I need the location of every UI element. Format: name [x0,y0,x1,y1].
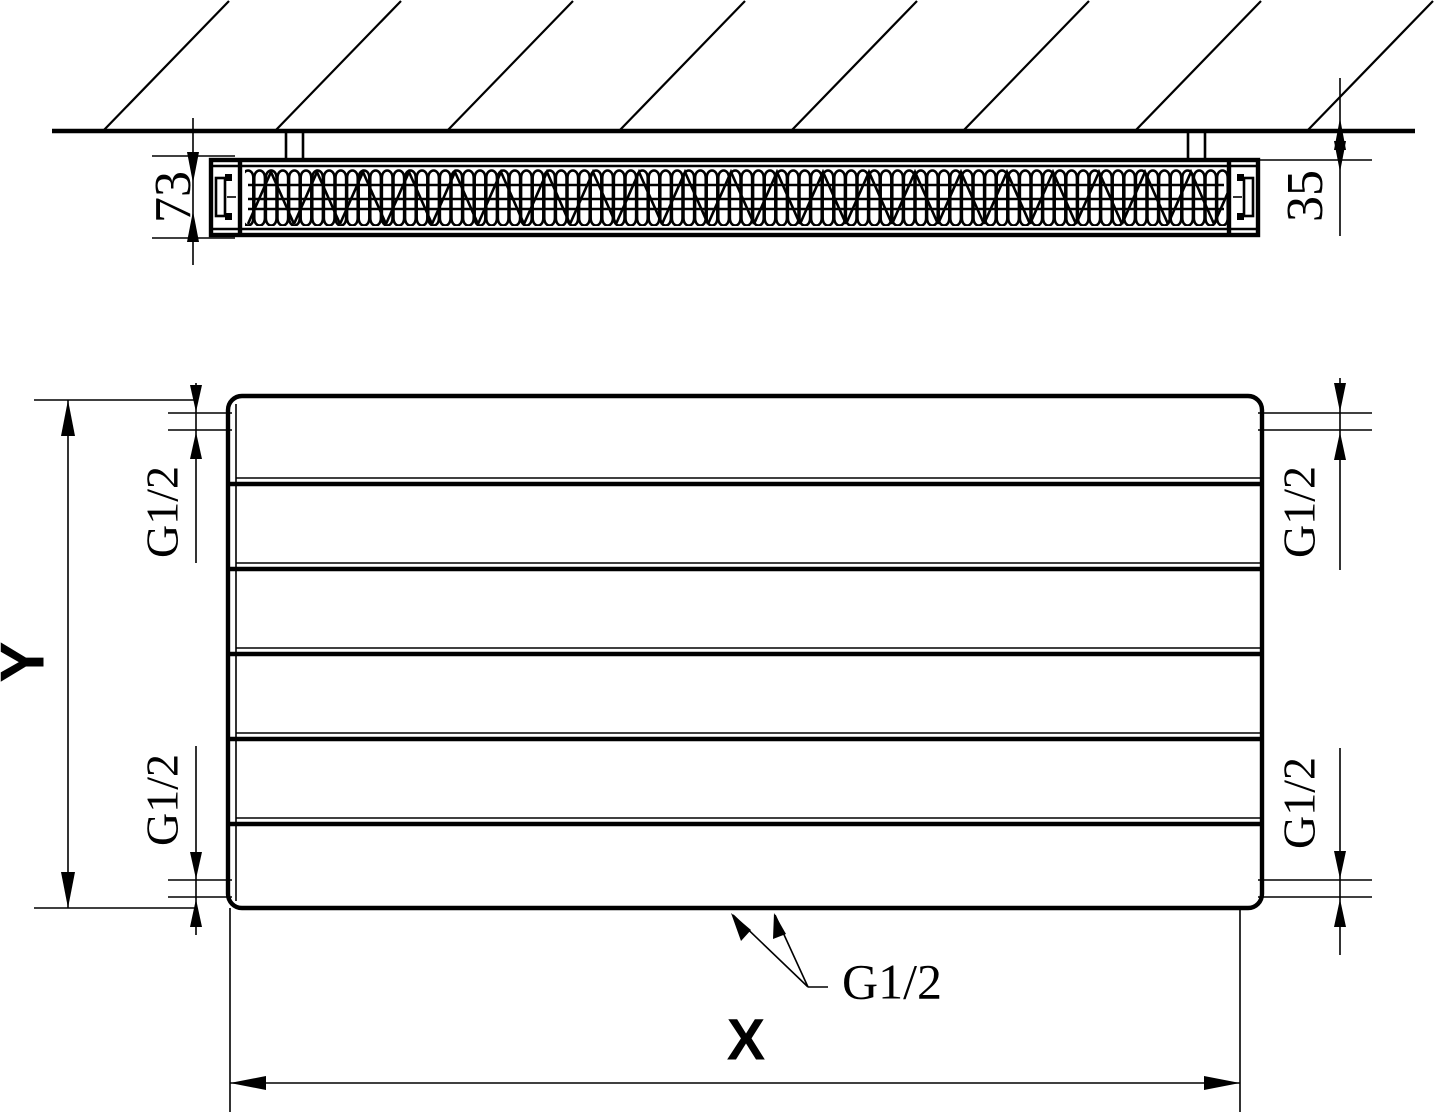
dimension-height-y: Y [0,399,196,909]
label-g12-top-right: G1/2 [1274,466,1325,558]
front-elevation-view: G1/2 G1/2 G1/2 G1/2 [0,378,1372,1112]
dimension-width-x: X [229,908,1241,1112]
label-g12-bottom-center: G1/2 [842,953,942,1009]
label-g12-top-left: G1/2 [137,466,188,558]
label-width-x: X [727,1007,766,1072]
wall-hatching [102,0,1434,132]
right-end-cap-detail [1233,174,1255,220]
dimension-depth-73: 73 [145,118,235,265]
panel-groove-lines [228,477,1262,827]
left-end-cap-detail [214,174,236,220]
convector-fins [245,169,1227,226]
connection-stub-bottom-right [1258,879,1372,898]
wall-bracket-right [1186,131,1207,162]
dimension-g12-top-right: G1/2 [1274,378,1346,570]
top-section-view: 73 35 [52,0,1434,265]
dimension-g12-bottom-right: G1/2 [1274,748,1346,955]
dimension-label-35: 35 [1277,170,1334,222]
label-g12-bottom-left: G1/2 [137,754,188,846]
connection-stub-top-left [168,412,232,431]
dimension-g12-bottom-left: G1/2 [137,746,202,935]
connection-stub-bottom-left [168,879,232,898]
dimension-label-73: 73 [145,171,202,223]
label-g12-bottom-right: G1/2 [1274,757,1325,849]
leader-callout-g12: G1/2 [731,913,942,1009]
radiator-section-body [208,157,1261,238]
connection-stub-top-right [1258,412,1372,431]
wall-bracket-left [284,131,305,162]
dimension-wallgap-35: 35 [1258,78,1372,236]
label-height-y: Y [0,641,57,682]
dimension-g12-top-left: G1/2 [137,383,202,563]
